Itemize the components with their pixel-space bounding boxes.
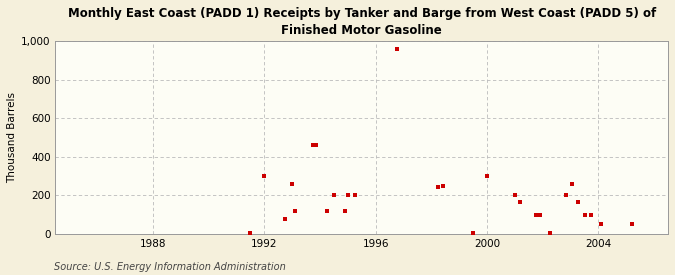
- Point: [287, 182, 298, 186]
- Point: [561, 193, 572, 197]
- Point: [310, 143, 321, 147]
- Y-axis label: Thousand Barrels: Thousand Barrels: [7, 92, 17, 183]
- Point: [596, 222, 607, 227]
- Point: [566, 182, 577, 186]
- Point: [626, 222, 637, 227]
- Point: [579, 213, 590, 217]
- Point: [437, 183, 448, 188]
- Point: [308, 143, 319, 147]
- Point: [535, 213, 545, 217]
- Point: [392, 46, 402, 51]
- Point: [340, 208, 350, 213]
- Point: [515, 200, 526, 204]
- Point: [280, 217, 291, 222]
- Point: [329, 193, 340, 197]
- Point: [544, 231, 555, 235]
- Point: [468, 231, 479, 235]
- Point: [586, 213, 597, 217]
- Point: [321, 208, 332, 213]
- Point: [510, 193, 520, 197]
- Title: Monthly East Coast (PADD 1) Receipts by Tanker and Barge from West Coast (PADD 5: Monthly East Coast (PADD 1) Receipts by …: [68, 7, 656, 37]
- Point: [350, 193, 360, 197]
- Point: [342, 193, 353, 197]
- Point: [572, 200, 583, 204]
- Point: [531, 213, 541, 217]
- Text: Source: U.S. Energy Information Administration: Source: U.S. Energy Information Administ…: [54, 262, 286, 272]
- Point: [290, 208, 300, 213]
- Point: [433, 185, 443, 189]
- Point: [245, 231, 256, 235]
- Point: [259, 174, 270, 178]
- Point: [482, 174, 493, 178]
